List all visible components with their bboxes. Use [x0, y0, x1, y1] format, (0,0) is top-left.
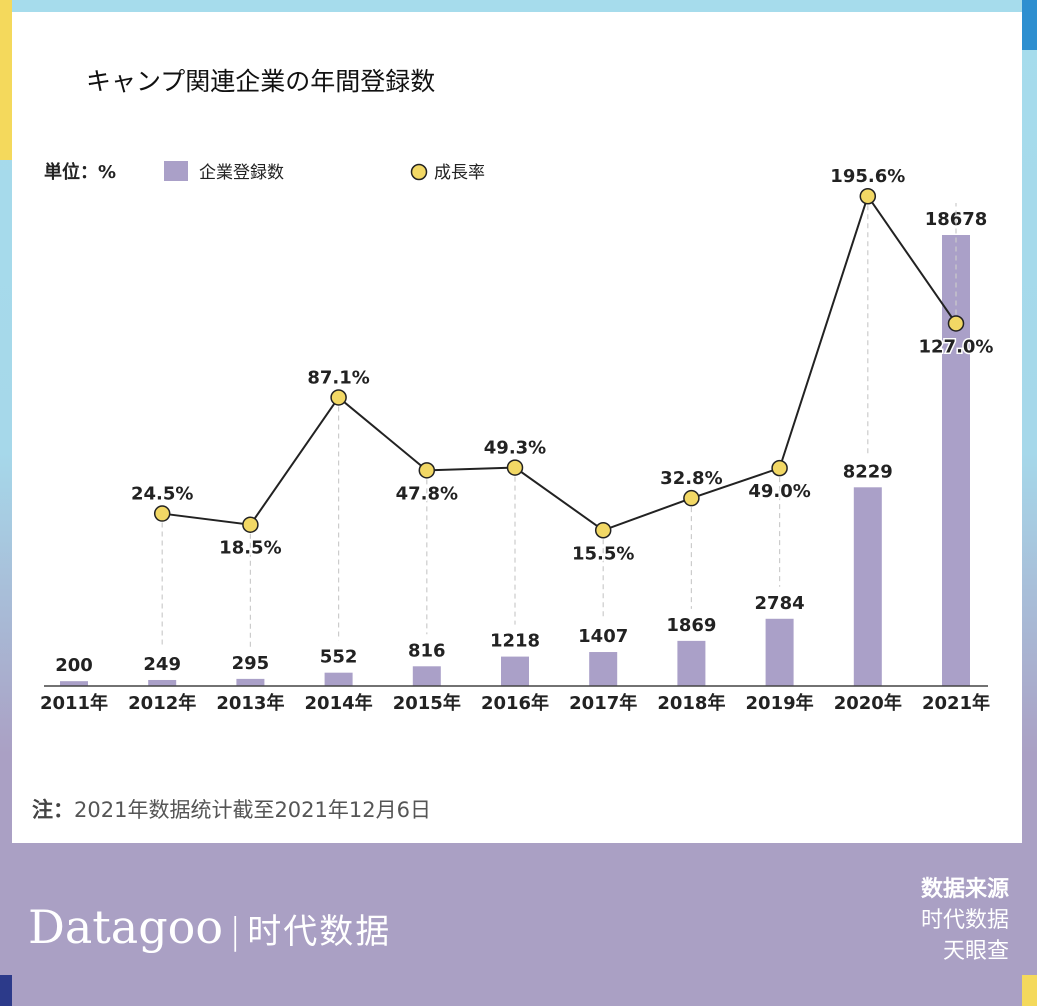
chart-panel: [12, 12, 1022, 843]
growth-point: [506, 459, 524, 476]
legend-bar-swatch: [164, 161, 188, 181]
bar: [60, 681, 88, 686]
legend-bar-label: 企業登録数: [199, 163, 284, 183]
footer: [12, 843, 1022, 1003]
bar-value-label: 1407: [578, 626, 628, 647]
x-tick-label: 2020年: [834, 692, 902, 714]
x-tick-label: 2015年: [393, 692, 461, 714]
note-label: 注：: [32, 798, 74, 822]
bar-value-label: 552: [320, 647, 358, 668]
x-tick-label: 2011年: [40, 692, 108, 714]
bar-value-label: 1869: [666, 615, 716, 636]
x-tick-label: 2019年: [746, 692, 814, 714]
logo-separator: |: [229, 911, 242, 952]
bar: [677, 640, 706, 686]
bar: [148, 679, 177, 686]
growth-point: [771, 459, 788, 477]
x-tick-label: 2017年: [569, 692, 637, 714]
bar: [501, 656, 529, 686]
legend-line-label: 成長率: [434, 163, 485, 183]
bar-value-label: 816: [408, 640, 446, 661]
bar: [589, 652, 618, 686]
growth-value-label: 195.6%: [830, 166, 905, 187]
bar: [853, 487, 882, 686]
legend-line-marker: [410, 163, 428, 181]
bar-value-label: 2784: [755, 593, 805, 614]
accent-bar-yellow-bottom: [1022, 975, 1037, 1006]
bar-value-label: 200: [55, 655, 93, 676]
growth-value-label: 15.5%: [572, 543, 634, 564]
accent-bar-yellow: [0, 0, 12, 160]
datagoo-logo: Datagoo | 时代数据: [28, 900, 391, 954]
x-tick-label: 2018年: [657, 692, 725, 714]
bar: [236, 678, 265, 686]
growth-point: [242, 516, 259, 533]
x-tick-label: 2013年: [216, 692, 284, 714]
chart-title: キャンプ関連企業の年間登録数: [86, 67, 436, 96]
x-tick-label: 2016年: [481, 692, 549, 714]
unit-label: 単位：%: [44, 161, 116, 183]
growth-line: [162, 194, 957, 532]
accent-bar-navy: [0, 975, 12, 1006]
bar-value-label: 1218: [490, 631, 540, 652]
x-tick-label: 2021年: [922, 692, 990, 714]
growth-point: [153, 505, 171, 522]
logo-text: Datagoo: [28, 900, 224, 954]
growth-point: [859, 187, 877, 205]
growth-value-label: 87.1%: [307, 367, 369, 388]
growth-point: [947, 315, 965, 332]
bar: [765, 618, 794, 686]
growth-point: [683, 489, 700, 507]
source-item: 天眼查: [942, 939, 1009, 964]
growth-point: [594, 522, 612, 539]
bar-value-label: 249: [143, 654, 181, 675]
growth-value-label: 47.8%: [396, 483, 458, 504]
bar: [324, 672, 353, 686]
growth-value-label: 18.5%: [219, 538, 281, 559]
logo-cn: 时代数据: [247, 912, 392, 952]
footnote: 注：2021年数据统计截至2021年12月6日: [32, 794, 431, 824]
growth-point: [418, 462, 436, 479]
growth-value-label: 24.5%: [131, 484, 193, 505]
source-title: 数据来源: [920, 877, 1009, 902]
growth-point: [330, 389, 347, 406]
data-source: 数据来源 时代数据 天眼查: [921, 874, 1009, 967]
bar-value-label: 295: [232, 653, 270, 674]
note-text: 2021年数据统计截至2021年12月6日: [74, 798, 431, 822]
bar-value-label: 8229: [843, 461, 893, 482]
growth-value-label: 49.0%: [748, 481, 810, 502]
bar: [412, 666, 441, 686]
growth-value-label: 32.8%: [660, 468, 722, 489]
growth-value-label: 49.3%: [484, 438, 546, 459]
accent-bar-blue: [1022, 0, 1037, 50]
growth-value-label: 127.0%: [919, 336, 994, 357]
source-item: 时代数据: [920, 908, 1009, 933]
x-tick-label: 2014年: [305, 692, 373, 714]
x-tick-label: 2012年: [128, 692, 196, 714]
